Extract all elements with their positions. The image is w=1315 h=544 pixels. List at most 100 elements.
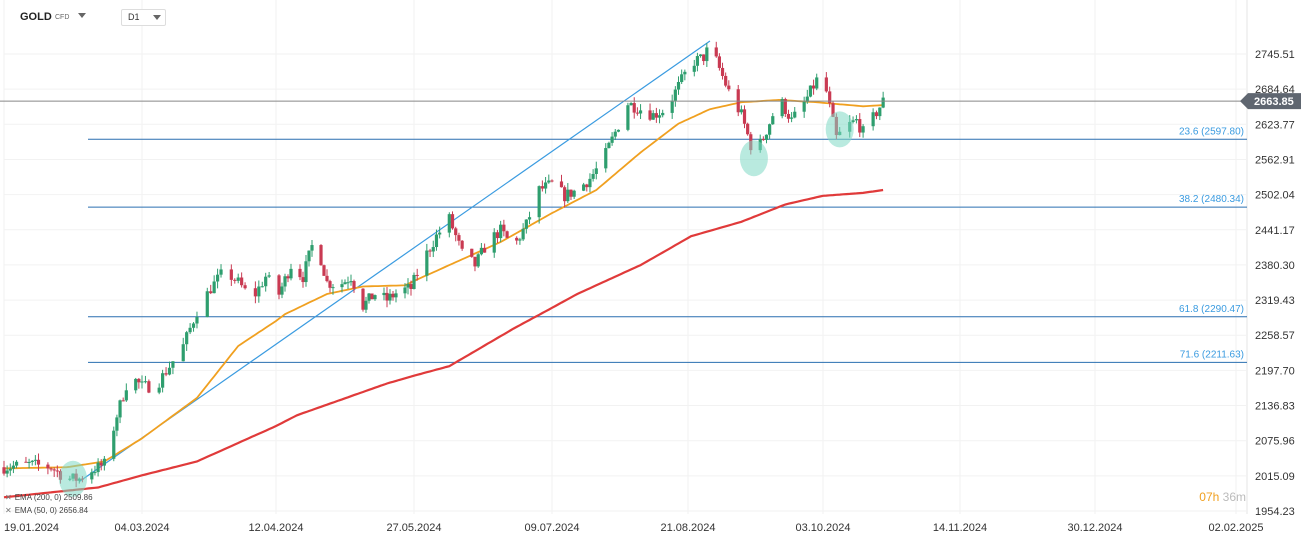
y-tick-label: 1954.23 xyxy=(1255,506,1295,518)
candle-body xyxy=(473,256,477,267)
candle-body xyxy=(657,115,662,118)
legend-ema50[interactable]: ✕ EMA (50, 0) 2656.84 xyxy=(5,505,88,516)
candle-body xyxy=(364,300,368,310)
fib-label: 23.6 (2597.80) xyxy=(1179,126,1244,137)
candle-body xyxy=(36,459,41,465)
candle-body xyxy=(874,112,879,117)
candle-body xyxy=(112,430,116,459)
candle-body xyxy=(195,316,199,324)
candle-body xyxy=(415,274,419,276)
candle-body xyxy=(828,91,832,104)
candle-body xyxy=(569,189,573,197)
candle-body xyxy=(702,54,706,62)
x-tick-label: 27.05.2024 xyxy=(386,522,441,534)
candle-body xyxy=(343,282,347,285)
candle-body xyxy=(161,373,165,388)
candle-body xyxy=(361,288,365,310)
candle-body xyxy=(518,239,522,241)
candle-body xyxy=(325,275,329,282)
highlight-group xyxy=(59,111,854,497)
highlight-ellipse xyxy=(59,460,87,497)
candle-body xyxy=(613,131,617,137)
candle-body xyxy=(428,250,432,252)
y-tick-label: 2745.51 xyxy=(1255,49,1295,61)
candle-body xyxy=(14,461,19,466)
candle-body xyxy=(373,295,377,300)
legend-ema200[interactable]: ✕ EMA (200, 0) 2509.86 xyxy=(5,492,93,503)
candle-body xyxy=(243,285,247,289)
candle-body xyxy=(55,470,59,472)
candle-body xyxy=(280,286,284,295)
candle-body xyxy=(680,74,684,82)
ema50-line xyxy=(3,98,884,470)
candle-body xyxy=(24,461,28,463)
candle-body xyxy=(388,293,392,301)
x-tick-label: 14.11.2024 xyxy=(933,522,987,534)
candle-body xyxy=(385,292,389,301)
candle-body xyxy=(502,224,506,232)
highlight-ellipse xyxy=(825,111,854,148)
timer-minutes: 36m xyxy=(1222,490,1246,504)
candle-body xyxy=(761,139,765,141)
y-tick-label: 2441.17 xyxy=(1255,225,1295,237)
close-icon[interactable]: ✕ xyxy=(5,493,12,502)
legend-ema200-label: EMA (200, 0) 2509.86 xyxy=(14,493,93,502)
candle-body xyxy=(793,111,797,118)
candle-body xyxy=(783,99,787,114)
candle-body xyxy=(454,228,458,236)
candle-body xyxy=(118,400,122,418)
candle-body xyxy=(705,47,709,62)
fib-label: 71.6 (2211.63) xyxy=(1180,349,1244,360)
candle-body xyxy=(412,274,416,289)
candle-body xyxy=(167,367,172,375)
candle-body xyxy=(403,287,407,294)
close-icon[interactable]: ✕ xyxy=(5,506,12,515)
candle-body xyxy=(304,261,308,283)
candle-body xyxy=(236,277,240,281)
candle-body xyxy=(563,187,567,202)
candle-body xyxy=(277,275,281,295)
highlight-ellipse xyxy=(739,140,768,177)
candle-body xyxy=(8,468,12,471)
candle-body xyxy=(425,250,429,276)
candle-body xyxy=(164,373,168,375)
candle-body xyxy=(878,107,882,117)
candle-body xyxy=(550,180,554,182)
candle-body xyxy=(450,214,455,229)
price-line-group: 2663.85 xyxy=(0,93,1301,110)
candle-body xyxy=(328,281,332,288)
candle-body xyxy=(582,184,586,191)
candle-body xyxy=(742,109,747,124)
symbol-name[interactable]: GOLD xyxy=(20,11,52,23)
candle-body xyxy=(661,112,665,116)
candle-body xyxy=(409,284,413,289)
x-axis: 19.01.2024 04.03.2024 12.04.2024 27.05.2024… xyxy=(4,522,1264,534)
candle-body xyxy=(457,235,461,241)
candle-body xyxy=(483,247,487,253)
candle-body xyxy=(714,47,718,57)
candle-body xyxy=(811,85,816,89)
candle-body xyxy=(185,332,189,345)
current-price-label: 2663.85 xyxy=(1254,96,1294,108)
candle-body xyxy=(140,381,144,383)
candle-body xyxy=(391,293,395,298)
candle-body xyxy=(434,234,439,248)
candle-body xyxy=(30,460,34,463)
gridlines xyxy=(3,0,1248,514)
candle-body xyxy=(629,103,633,106)
fib-label: 61.8 (2290.47) xyxy=(1179,304,1244,315)
symbol-dropdown-icon[interactable] xyxy=(78,13,86,18)
timeframe-select[interactable]: D1 xyxy=(121,9,166,26)
candle-body xyxy=(831,103,835,117)
candle-body xyxy=(229,269,233,280)
candle-body xyxy=(191,323,196,328)
candle-body xyxy=(124,390,128,401)
candle-body xyxy=(310,245,314,251)
candle-body xyxy=(495,232,500,239)
candle-body xyxy=(540,186,544,189)
x-tick-label: 04.03.2024 xyxy=(114,522,169,534)
candle-body xyxy=(638,110,643,114)
candle-body xyxy=(46,464,50,469)
chevron-down-icon[interactable] xyxy=(153,15,161,20)
